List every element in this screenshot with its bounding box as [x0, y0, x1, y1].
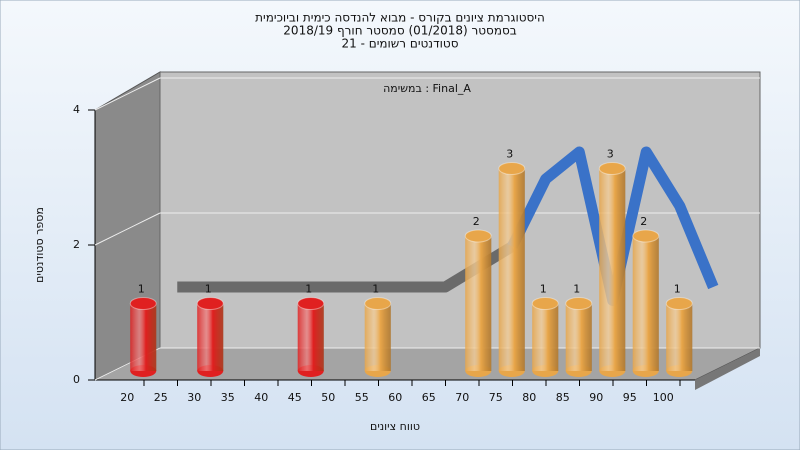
title-line: היסטוגרמת ציונים בקורס - מבוא להנדסה כימ… — [255, 11, 545, 25]
grid-line — [94, 212, 161, 246]
bar-shade — [498, 168, 525, 371]
bar-shade — [364, 303, 391, 371]
y-tick-label: 4 — [73, 103, 80, 116]
bar-shade — [465, 236, 492, 371]
x-tick-label: 50 — [321, 391, 335, 404]
bar-shade — [197, 303, 224, 371]
value-label: 2 — [640, 215, 647, 228]
x-tick-label: 95 — [623, 391, 637, 404]
x-tick-label: 70 — [455, 391, 469, 404]
x-tick-label: 40 — [254, 391, 268, 404]
bar-top — [665, 297, 693, 310]
x-axis-title: טווח ציונים — [370, 420, 420, 433]
bar — [130, 303, 157, 371]
x-tick-label: 85 — [556, 391, 570, 404]
grid-line — [94, 77, 161, 111]
x-tick-label: 80 — [522, 391, 536, 404]
y-axis-title: מספר סטודנטים — [33, 207, 46, 283]
x-tick-label: 35 — [221, 391, 235, 404]
trend-line — [177, 241, 516, 293]
bar — [599, 168, 626, 371]
x-tick-label: 90 — [589, 391, 603, 404]
value-label: 3 — [607, 148, 614, 161]
x-tick-label: 25 — [154, 391, 168, 404]
bar-top — [565, 297, 593, 310]
x-tick-label: 75 — [489, 391, 503, 404]
bar — [565, 303, 592, 371]
x-tick-label: 30 — [187, 391, 201, 404]
bar-top — [632, 229, 660, 243]
bar-shade — [632, 236, 659, 371]
bar — [498, 168, 525, 371]
annotation: במשימה : Final_A — [383, 82, 471, 95]
bar — [465, 236, 492, 371]
title-line: בסמסטר (01/2018) סמסטר חורף 2018/19 — [283, 24, 516, 38]
y-tick-label: 0 — [73, 373, 80, 386]
bar — [666, 303, 693, 371]
bar — [197, 303, 224, 371]
bar-shade — [599, 168, 626, 371]
value-label: 1 — [674, 283, 681, 296]
bar-shade — [130, 303, 157, 371]
x-tick-label: 100 — [653, 391, 674, 404]
bar-top — [464, 229, 492, 243]
x-tick-label: 65 — [422, 391, 436, 404]
bar-shade — [666, 303, 693, 371]
bar — [364, 303, 391, 371]
value-label: 1 — [305, 283, 312, 296]
bar-shade — [565, 303, 592, 371]
bar-shade — [297, 303, 324, 371]
value-label: 2 — [473, 215, 480, 228]
x-tick-label: 45 — [288, 391, 302, 404]
floor-edge — [695, 348, 760, 390]
title-line: סטודנטים רשומים - 21 — [341, 37, 458, 51]
bar — [297, 303, 324, 371]
bar-top — [531, 297, 559, 310]
x-tick-label: 55 — [355, 391, 369, 404]
value-label: 3 — [506, 148, 513, 161]
value-label: 1 — [138, 283, 145, 296]
bar — [632, 236, 659, 371]
bar-top — [196, 297, 224, 310]
value-label: 1 — [372, 283, 379, 296]
bar-top — [598, 162, 626, 175]
bar-shade — [532, 303, 559, 371]
bar-top — [364, 297, 392, 310]
value-label: 1 — [573, 283, 580, 296]
x-tick-label: 60 — [388, 391, 402, 404]
bar-top — [297, 297, 325, 310]
x-tick-label: 20 — [120, 391, 134, 404]
value-label: 1 — [205, 283, 212, 296]
bar-top — [129, 297, 157, 310]
floor — [94, 347, 761, 381]
y-tick-label: 2 — [73, 238, 80, 251]
bar — [532, 303, 559, 371]
bar-top — [498, 162, 526, 175]
value-label: 1 — [540, 283, 547, 296]
